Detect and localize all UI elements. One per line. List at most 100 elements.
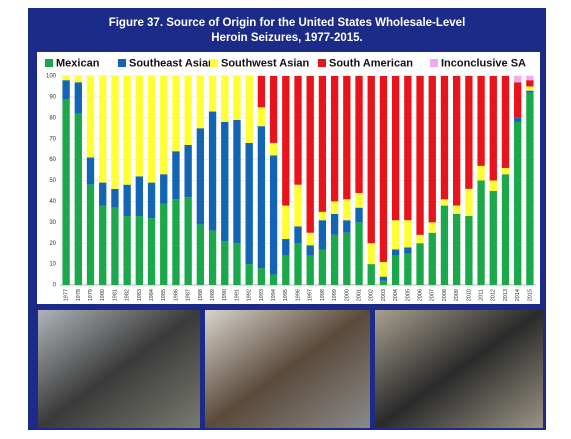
x-tick-label: 2010	[466, 289, 472, 301]
y-tick-label: 100	[46, 74, 57, 80]
x-tick-label: 1999	[332, 289, 338, 301]
bar-segment	[123, 76, 130, 185]
bar-segment	[392, 76, 399, 220]
bar-segment	[392, 220, 399, 249]
bar-segment	[184, 197, 191, 285]
x-tick-label: 1993	[259, 289, 265, 301]
bar-segment	[221, 241, 228, 285]
bar-segment	[526, 76, 533, 80]
bar-segment	[416, 243, 423, 285]
x-tick-label: 2000	[344, 289, 350, 301]
legend-swatch	[118, 59, 126, 67]
bar-segment	[331, 76, 338, 201]
y-tick-label: 30	[49, 220, 56, 226]
bar-segment	[514, 122, 521, 285]
bar-segment	[172, 151, 179, 199]
x-tick-label: 1983	[137, 289, 143, 301]
bar-segment	[441, 76, 448, 199]
bar-segment	[233, 243, 240, 285]
bar-segment	[514, 82, 521, 118]
x-tick-label: 1994	[271, 289, 277, 301]
bar-segment	[343, 220, 350, 233]
bar-segment	[404, 76, 411, 220]
bar-segment	[87, 158, 94, 185]
bar-segment	[62, 80, 69, 99]
bar-segment	[294, 185, 301, 227]
legend-swatch	[210, 59, 218, 67]
y-tick-label: 70	[49, 136, 56, 142]
x-tick-label: 1997	[308, 289, 314, 301]
bar-segment	[404, 254, 411, 285]
bar-segment	[319, 76, 326, 212]
bar-segment	[380, 281, 387, 285]
bar-segment	[490, 181, 497, 191]
bar-segment	[477, 76, 484, 166]
bar-segment	[282, 76, 289, 206]
x-tick-label: 2003	[381, 289, 387, 301]
x-tick-label: 2008	[442, 289, 448, 301]
legend-swatch	[45, 59, 53, 67]
bar-segment	[99, 76, 106, 183]
bar-segment	[111, 189, 118, 208]
x-tick-label: 1992	[247, 289, 253, 301]
x-tick-label: 1984	[149, 289, 155, 301]
x-tick-label: 1991	[234, 289, 240, 301]
chart-title: Figure 37. Source of Origin for the Unit…	[109, 17, 466, 29]
x-tick-label: 2007	[430, 289, 436, 301]
bar-segment	[62, 76, 69, 80]
photo	[375, 310, 543, 428]
x-tick-label: 1989	[210, 289, 216, 301]
bar-segment	[294, 76, 301, 185]
legend-label: South American	[329, 57, 413, 69]
x-tick-label: 2009	[454, 289, 460, 301]
bar-segment	[148, 218, 155, 285]
bar-segment	[514, 118, 521, 122]
x-tick-label: 2011	[479, 289, 485, 301]
bar-segment	[160, 76, 167, 174]
bar-segment	[307, 256, 314, 285]
bar-segment	[465, 76, 472, 189]
bar-segment	[331, 214, 338, 235]
bar-segment	[87, 185, 94, 285]
bar-segment	[404, 247, 411, 253]
x-tick-label: 2012	[491, 289, 497, 301]
bar-segment	[184, 76, 191, 145]
bar-segment	[502, 76, 509, 168]
bar-segment	[380, 277, 387, 281]
bar-segment	[502, 168, 509, 174]
bar-segment	[270, 275, 277, 285]
bar-segment	[258, 268, 265, 285]
y-tick-label: 40	[49, 199, 56, 205]
bar-segment	[233, 120, 240, 243]
bar-segment	[99, 183, 106, 206]
bar-segment	[441, 206, 448, 285]
bar-segment	[246, 76, 253, 143]
x-tick-label: 1980	[100, 289, 106, 301]
x-tick-label: 2001	[356, 289, 362, 301]
x-tick-label: 2014	[515, 289, 521, 301]
bar-segment	[429, 222, 436, 232]
bar-segment	[270, 76, 277, 143]
bar-segment	[136, 176, 143, 216]
bar-segment	[416, 235, 423, 243]
bar-segment	[307, 76, 314, 233]
bar-segment	[526, 93, 533, 285]
bar-segment	[355, 222, 362, 285]
bar-segment	[490, 76, 497, 181]
legend-label: Southeast Asian	[129, 57, 215, 69]
legend-label: Inconclusive SA	[441, 57, 526, 69]
bar-segment	[172, 199, 179, 285]
bar-segment	[209, 231, 216, 285]
bar-segment	[209, 76, 216, 112]
bar-segment	[429, 76, 436, 222]
legend-swatch	[318, 59, 326, 67]
x-tick-label: 1987	[186, 289, 192, 301]
bar-segment	[148, 76, 155, 183]
bar-segment	[477, 181, 484, 286]
bar-segment	[355, 193, 362, 208]
x-tick-label: 2005	[405, 289, 411, 301]
bar-segment	[111, 76, 118, 189]
bar-segment	[233, 76, 240, 120]
bar-segment	[75, 114, 82, 285]
bar-segment	[343, 233, 350, 285]
